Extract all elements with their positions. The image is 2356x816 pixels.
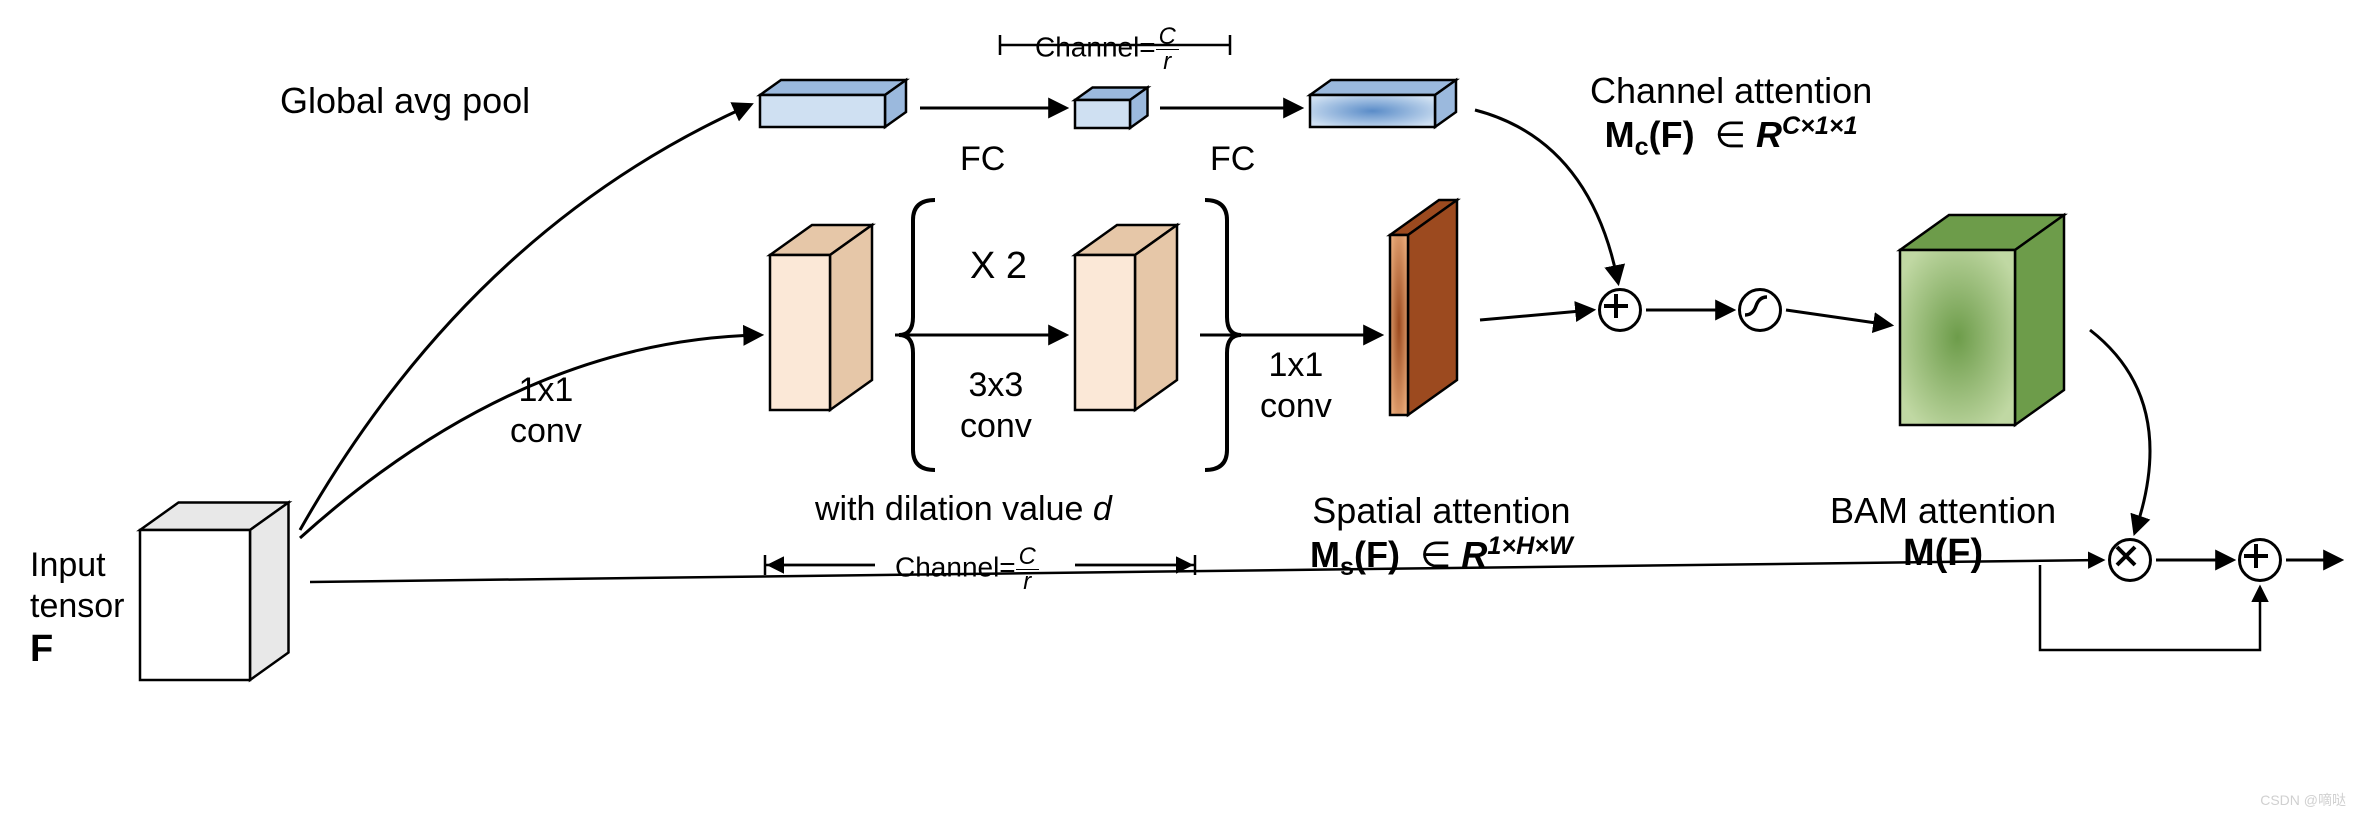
label-conv1x1: 1x1conv xyxy=(510,370,582,452)
label-channel-attention: Channel attention Mc(F) ∈ RC×1×1 xyxy=(1590,70,1872,162)
op-times xyxy=(2108,538,2152,582)
op-sigmoid xyxy=(1738,288,1782,332)
label-x2: X 2 xyxy=(970,245,1027,288)
label-fc2: FC xyxy=(1210,140,1255,179)
op-plus2 xyxy=(2238,538,2282,582)
label-conv1x1-2: 1x1conv xyxy=(1260,345,1332,427)
label-dilation: with dilation value d xyxy=(815,490,1112,529)
label-global-avg-pool: Global avg pool xyxy=(280,80,530,122)
label-channel-top: Channel=Cr xyxy=(1035,25,1179,74)
label-fc1: FC xyxy=(960,140,1005,179)
label-input-tensor: Inputtensor F xyxy=(30,545,125,672)
label-conv3x3: 3x3conv xyxy=(960,365,1032,447)
label-bam-attention: BAM attention M(F) xyxy=(1830,490,2056,575)
diagram-svg xyxy=(0,0,2356,816)
watermark: CSDN @嘀哒 xyxy=(2260,790,2346,810)
label-spatial-attention: Spatial attention Ms(F) ∈ R1×H×W xyxy=(1310,490,1573,582)
op-plus xyxy=(1598,288,1642,332)
label-channel-bot: Channel=Cr xyxy=(895,545,1039,594)
